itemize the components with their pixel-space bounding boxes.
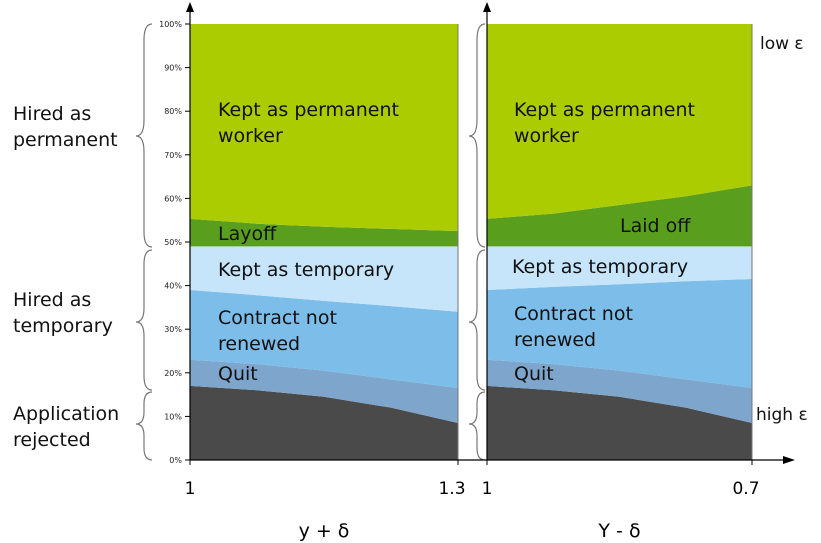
series-label: Layoff (218, 223, 277, 245)
series-label: Kept as permanent worker (514, 99, 695, 147)
series-label: Contract not renewed (218, 307, 337, 355)
axis-arrow (186, 2, 194, 12)
annotation: high ε (756, 405, 808, 425)
area (487, 24, 752, 219)
x-tick-label: 0.7 (732, 479, 759, 499)
y-tick-label: 70% (164, 151, 182, 160)
brace (468, 391, 486, 461)
axis-arrow (483, 2, 491, 12)
y-tick-label: 20% (164, 369, 182, 378)
x-axis-label: Y - δ (597, 520, 640, 542)
y-tick-label: 40% (164, 282, 182, 291)
x-axis-label: y + δ (299, 520, 350, 542)
area (487, 359, 752, 423)
brace (135, 391, 153, 461)
area (190, 385, 458, 460)
area (487, 246, 752, 290)
series-label: Kept as permanent worker (218, 99, 399, 147)
y-tick-label: 50% (164, 238, 182, 247)
area (190, 24, 458, 232)
x-tick-label: 1 (185, 479, 196, 499)
braces (135, 23, 486, 461)
series-label: Quit (514, 363, 554, 385)
series-label: Kept as temporary (512, 256, 689, 278)
annotation: low ε (760, 34, 804, 54)
y-tick-label: 30% (164, 325, 182, 334)
area (190, 218, 458, 247)
area (190, 246, 458, 312)
area (190, 359, 458, 423)
brace (468, 23, 486, 248)
y-tick-label: 60% (164, 194, 182, 203)
area (487, 185, 752, 247)
group-label: Hired as temporary (13, 289, 113, 337)
series-label: Kept as temporary (218, 259, 395, 281)
y-tick-label: 0% (169, 456, 182, 465)
brace (135, 23, 153, 248)
x-tick-label: 1.3 (438, 479, 465, 499)
y-tick-label: 100% (159, 20, 182, 29)
axis-arrow (783, 456, 795, 464)
series-label: Laid off (620, 215, 691, 237)
brace (468, 249, 486, 391)
area (190, 289, 458, 389)
y-tick-label: 80% (164, 107, 182, 116)
series-label: Contract not renewed (514, 303, 633, 351)
area (487, 385, 752, 460)
group-label: Hired as permanent (13, 103, 118, 151)
area (487, 279, 752, 389)
series-label: Quit (218, 363, 258, 385)
y-tick-label: 10% (164, 412, 182, 421)
brace (135, 249, 153, 391)
x-tick-label: 1 (482, 479, 493, 499)
y-tick-label: 90% (164, 64, 182, 73)
group-label: Application rejected (13, 403, 120, 451)
